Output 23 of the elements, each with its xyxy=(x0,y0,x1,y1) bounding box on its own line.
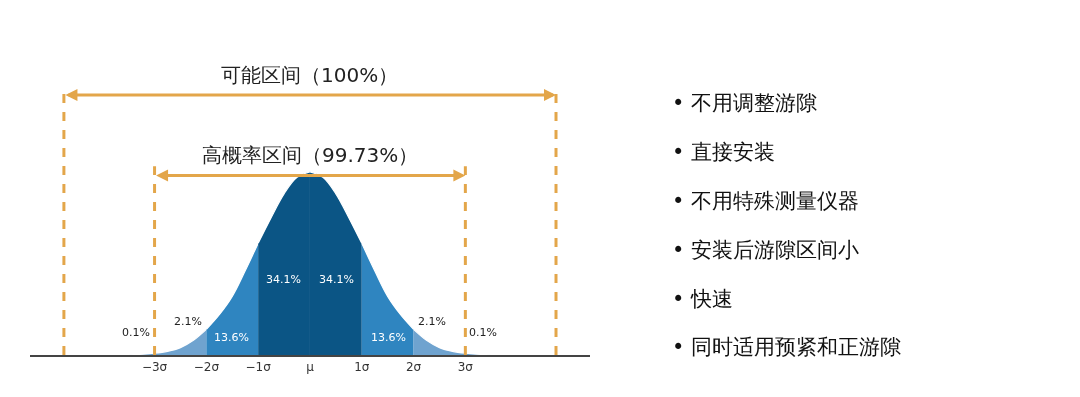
series-label: 0.1% xyxy=(469,326,497,339)
text: • 快速 xyxy=(672,287,734,311)
text: • 安装后游隙区间小 xyxy=(672,238,860,262)
x-tick-label: 3σ xyxy=(457,360,474,375)
text: • 不用调整游隙 xyxy=(672,91,818,115)
text: 高概率区间（99.73%） xyxy=(202,143,419,167)
x-tick-label: −2σ xyxy=(193,360,220,375)
text: • 不用特殊测量仪器 xyxy=(672,189,860,213)
text: • 直接安装 xyxy=(672,140,776,164)
series-label: 2.1% xyxy=(174,315,202,328)
x-tick-label: 1σ xyxy=(354,360,370,375)
series-label: 2.1% xyxy=(418,315,446,328)
x-tick-label: μ xyxy=(306,360,315,375)
text: • 同时适用预紧和正游隙 xyxy=(672,335,902,359)
series-label: 0.1% xyxy=(122,326,150,339)
text: 可能区间（100%） xyxy=(221,63,399,87)
x-tick-label: 2σ xyxy=(405,360,422,375)
x-tick-label: −1σ xyxy=(245,360,272,375)
series-label: 34.1% xyxy=(319,273,354,286)
series-label: 34.1% xyxy=(266,273,301,286)
series-label: 13.6% xyxy=(371,331,406,344)
x-tick-label: −3σ xyxy=(141,360,168,375)
series-label: 13.6% xyxy=(214,331,249,344)
